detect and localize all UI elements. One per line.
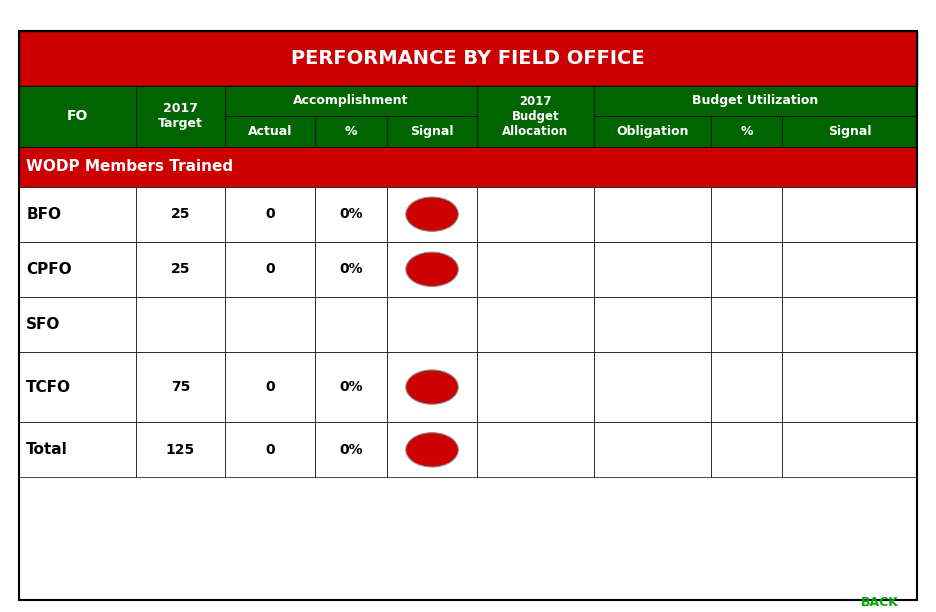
Bar — [19, 31, 917, 86]
Text: 2017
Target: 2017 Target — [158, 102, 203, 130]
Bar — [593, 116, 710, 147]
Text: 0: 0 — [266, 263, 275, 276]
Bar — [226, 297, 315, 352]
Bar — [315, 422, 388, 477]
Bar — [593, 86, 917, 116]
Text: BACK: BACK — [861, 596, 899, 609]
Bar — [19, 352, 136, 422]
Text: FO: FO — [66, 110, 88, 123]
Text: 0%: 0% — [340, 443, 363, 457]
Bar — [19, 86, 136, 147]
Bar — [19, 187, 136, 242]
Text: TCFO: TCFO — [26, 379, 71, 395]
Bar — [315, 297, 388, 352]
Bar — [782, 352, 917, 422]
Bar — [388, 242, 477, 297]
Circle shape — [406, 252, 459, 286]
Text: BFO: BFO — [26, 207, 61, 222]
Circle shape — [406, 370, 459, 404]
Bar — [710, 352, 782, 422]
Bar — [136, 187, 226, 242]
Bar — [136, 297, 226, 352]
Text: 0%: 0% — [340, 380, 363, 394]
Bar — [477, 352, 593, 422]
Bar — [782, 422, 917, 477]
Bar — [477, 187, 593, 242]
Bar — [19, 86, 917, 147]
Text: Signal: Signal — [410, 125, 454, 138]
Text: 25: 25 — [170, 263, 190, 276]
Bar — [19, 242, 136, 297]
Bar — [782, 297, 917, 352]
Bar — [593, 242, 710, 297]
Bar — [136, 86, 226, 147]
Bar — [136, 352, 226, 422]
Bar — [782, 242, 917, 297]
Bar — [782, 116, 917, 147]
Bar — [710, 187, 782, 242]
Text: PERFORMANCE BY FIELD OFFICE: PERFORMANCE BY FIELD OFFICE — [291, 48, 645, 68]
Bar — [19, 147, 917, 187]
Text: Obligation: Obligation — [616, 125, 689, 138]
Bar — [226, 422, 315, 477]
Text: Total: Total — [26, 442, 68, 457]
Bar — [388, 422, 477, 477]
Bar — [226, 86, 477, 116]
Circle shape — [406, 433, 459, 467]
Bar — [388, 297, 477, 352]
Bar — [593, 297, 710, 352]
Bar — [315, 242, 388, 297]
Text: SFO: SFO — [26, 317, 61, 332]
Text: 125: 125 — [166, 443, 195, 457]
Bar — [477, 86, 593, 147]
Text: %: % — [345, 125, 358, 138]
Text: Signal: Signal — [828, 125, 871, 138]
Bar — [19, 422, 136, 477]
Text: 25: 25 — [170, 207, 190, 221]
Bar — [226, 352, 315, 422]
Bar — [226, 116, 315, 147]
Bar — [315, 352, 388, 422]
Text: Actual: Actual — [248, 125, 293, 138]
Text: 75: 75 — [170, 380, 190, 394]
Bar — [136, 422, 226, 477]
Bar — [19, 297, 136, 352]
Bar — [315, 116, 388, 147]
Bar — [477, 297, 593, 352]
Bar — [710, 116, 782, 147]
Text: Budget Utilization: Budget Utilization — [693, 94, 819, 108]
Text: WODP Members Trained: WODP Members Trained — [26, 159, 233, 174]
Bar — [226, 187, 315, 242]
Bar — [226, 242, 315, 297]
Text: CPFO: CPFO — [26, 262, 72, 277]
Bar — [782, 187, 917, 242]
Circle shape — [406, 197, 459, 231]
Text: 0%: 0% — [340, 263, 363, 276]
Bar — [388, 187, 477, 242]
Bar — [710, 297, 782, 352]
Bar — [388, 116, 477, 147]
Bar — [388, 352, 477, 422]
Bar — [593, 187, 710, 242]
Text: 0: 0 — [266, 380, 275, 394]
Text: 0: 0 — [266, 443, 275, 457]
Text: 0: 0 — [266, 207, 275, 221]
Bar — [477, 242, 593, 297]
Bar — [315, 187, 388, 242]
Text: 0%: 0% — [340, 207, 363, 221]
Text: Accomplishment: Accomplishment — [294, 94, 409, 108]
Bar — [710, 242, 782, 297]
Bar — [593, 422, 710, 477]
Bar — [136, 242, 226, 297]
Bar — [477, 422, 593, 477]
Bar — [710, 422, 782, 477]
Bar — [593, 352, 710, 422]
Text: 2017
Budget
Allocation: 2017 Budget Allocation — [503, 95, 568, 138]
Text: %: % — [740, 125, 753, 138]
